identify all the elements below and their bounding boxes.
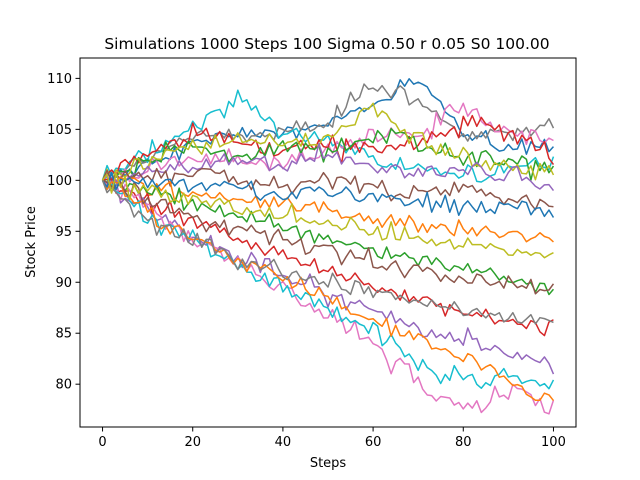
y-axis: 80 85 90 95 100 105 110 <box>47 72 80 393</box>
y-tick-label: 95 <box>55 225 72 240</box>
x-tick-label: 0 <box>98 435 106 450</box>
series-line-16 <box>101 179 555 402</box>
x-tick-label: 20 <box>184 435 201 450</box>
series-line-12 <box>102 178 554 337</box>
y-tick-label: 90 <box>55 276 72 291</box>
x-tick-label: 40 <box>275 435 292 450</box>
y-tick-label: 105 <box>47 123 72 138</box>
series-line-9 <box>101 167 554 211</box>
x-axis: 0 20 40 60 80 100 <box>98 427 566 450</box>
y-axis-label: Stock Price <box>24 206 39 278</box>
y-tick-label: 110 <box>47 72 72 87</box>
y-tick-label: 85 <box>55 327 72 342</box>
series-line-7 <box>101 102 555 182</box>
series-line-18 <box>101 171 555 218</box>
x-tick-label: 80 <box>455 435 472 450</box>
x-tick-label: 60 <box>365 435 382 450</box>
series-line-13 <box>101 179 555 375</box>
series-line-15 <box>101 179 555 390</box>
series-line-2 <box>102 83 555 183</box>
series-layer <box>101 78 555 415</box>
series-line-19 <box>101 180 554 325</box>
series-line-17 <box>102 179 555 295</box>
series-line-20 <box>101 172 554 259</box>
series-line-11 <box>101 179 555 296</box>
x-axis-label: Steps <box>310 456 347 471</box>
y-tick-label: 100 <box>47 174 72 189</box>
series-line-8 <box>101 142 555 192</box>
x-tick-label: 100 <box>541 435 566 450</box>
plot-frame <box>79 57 577 428</box>
chart-title: Simulations 1000 Steps 100 Sigma 0.50 r … <box>104 35 549 53</box>
y-tick-label: 80 <box>55 378 72 393</box>
